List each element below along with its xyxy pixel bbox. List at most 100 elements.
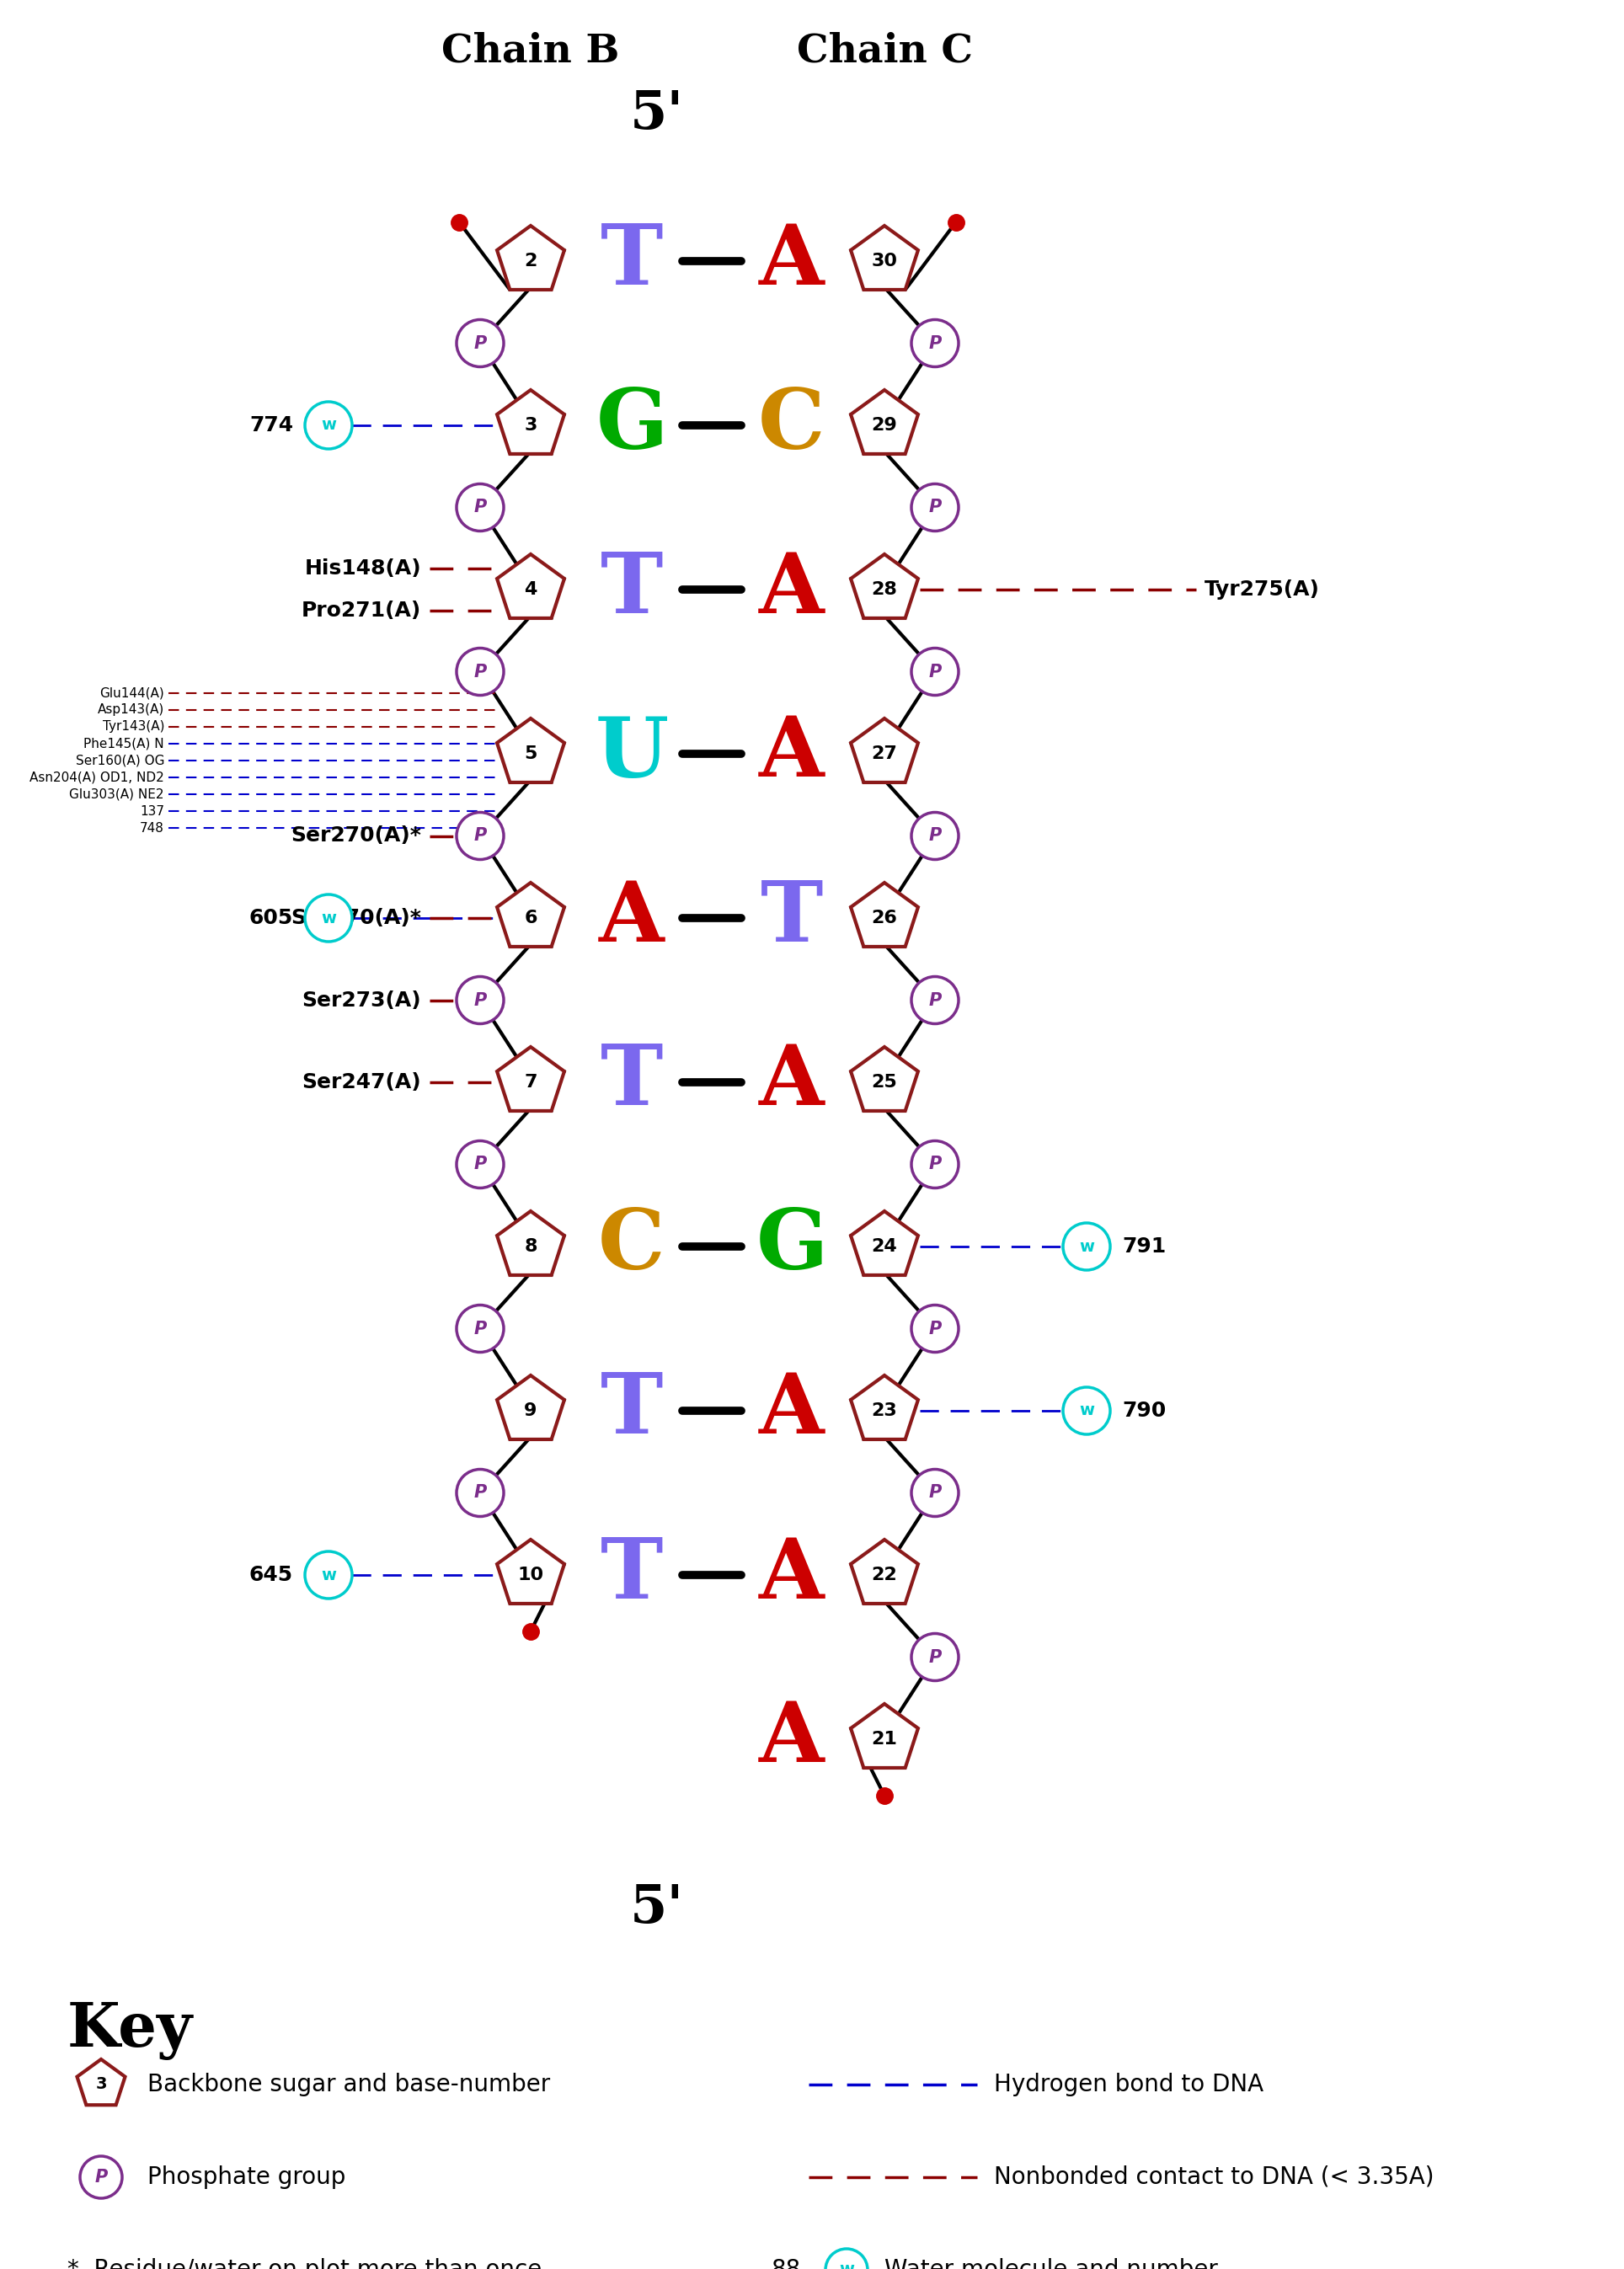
Polygon shape bbox=[497, 1212, 564, 1275]
Text: Chain C: Chain C bbox=[796, 32, 973, 70]
Text: Glu303(A) NE2: Glu303(A) NE2 bbox=[70, 787, 164, 801]
Text: P: P bbox=[929, 828, 942, 844]
Text: P: P bbox=[94, 2169, 107, 2185]
Text: 790: 790 bbox=[1122, 1400, 1166, 1420]
Text: Ser270(A)*: Ser270(A)* bbox=[291, 826, 421, 846]
Polygon shape bbox=[851, 1704, 918, 1768]
Text: Hydrogen bond to DNA: Hydrogen bond to DNA bbox=[994, 2074, 1263, 2097]
Text: 24: 24 bbox=[872, 1239, 898, 1255]
Text: 7: 7 bbox=[525, 1073, 538, 1091]
Text: A: A bbox=[758, 1699, 825, 1781]
Circle shape bbox=[825, 2249, 867, 2269]
Text: 137: 137 bbox=[140, 805, 164, 817]
Polygon shape bbox=[851, 1375, 918, 1439]
Text: 27: 27 bbox=[872, 747, 898, 762]
Circle shape bbox=[1064, 1386, 1111, 1434]
Text: 10: 10 bbox=[518, 1566, 544, 1584]
Circle shape bbox=[305, 402, 352, 449]
Text: P: P bbox=[474, 1484, 487, 1502]
Text: Asp143(A): Asp143(A) bbox=[97, 703, 164, 717]
Text: Nonbonded contact to DNA (< 3.35A): Nonbonded contact to DNA (< 3.35A) bbox=[994, 2165, 1434, 2190]
Text: P: P bbox=[929, 1321, 942, 1336]
Text: C: C bbox=[758, 383, 825, 465]
Circle shape bbox=[456, 812, 503, 860]
Circle shape bbox=[911, 649, 958, 694]
Circle shape bbox=[911, 1305, 958, 1352]
Circle shape bbox=[911, 976, 958, 1023]
Circle shape bbox=[911, 812, 958, 860]
Circle shape bbox=[1064, 1223, 1111, 1271]
Text: Ser160(A) OG: Ser160(A) OG bbox=[75, 753, 164, 767]
Polygon shape bbox=[497, 1375, 564, 1439]
Text: 29: 29 bbox=[872, 417, 898, 433]
Text: P: P bbox=[929, 336, 942, 352]
Text: A: A bbox=[758, 220, 825, 302]
Polygon shape bbox=[497, 554, 564, 617]
Text: 2: 2 bbox=[525, 252, 538, 270]
Text: A: A bbox=[758, 712, 825, 794]
Text: 26: 26 bbox=[872, 910, 898, 926]
Text: *  Residue/water on plot more than once: * Residue/water on plot more than once bbox=[67, 2258, 542, 2269]
Text: w: w bbox=[322, 417, 336, 433]
Text: P: P bbox=[474, 828, 487, 844]
Text: G: G bbox=[596, 383, 667, 465]
Text: Tyr275(A): Tyr275(A) bbox=[1205, 579, 1320, 599]
Text: T: T bbox=[601, 220, 663, 302]
Polygon shape bbox=[851, 225, 918, 290]
Circle shape bbox=[456, 649, 503, 694]
Text: C: C bbox=[598, 1205, 666, 1287]
Text: A: A bbox=[758, 1534, 825, 1616]
Text: P: P bbox=[474, 663, 487, 681]
Polygon shape bbox=[497, 883, 564, 946]
Polygon shape bbox=[851, 883, 918, 946]
Text: 748: 748 bbox=[140, 821, 164, 835]
Text: 25: 25 bbox=[872, 1073, 898, 1091]
Text: P: P bbox=[929, 499, 942, 515]
Circle shape bbox=[456, 320, 503, 368]
Text: 605: 605 bbox=[248, 908, 292, 928]
Text: A: A bbox=[758, 1041, 825, 1123]
Text: 4: 4 bbox=[525, 581, 538, 599]
Text: 22: 22 bbox=[872, 1566, 898, 1584]
Text: 88: 88 bbox=[770, 2258, 801, 2269]
Text: A: A bbox=[758, 1370, 825, 1452]
Text: A: A bbox=[758, 549, 825, 631]
Text: P: P bbox=[474, 1155, 487, 1173]
Text: 9: 9 bbox=[525, 1402, 538, 1418]
Circle shape bbox=[456, 976, 503, 1023]
Polygon shape bbox=[851, 1046, 918, 1112]
Text: P: P bbox=[474, 499, 487, 515]
Text: 5': 5' bbox=[630, 1881, 684, 1933]
Text: G: G bbox=[755, 1205, 828, 1287]
Polygon shape bbox=[497, 719, 564, 783]
Circle shape bbox=[456, 1470, 503, 1516]
Text: 774: 774 bbox=[248, 415, 292, 436]
Text: 645: 645 bbox=[248, 1566, 292, 1586]
Text: 30: 30 bbox=[872, 252, 898, 270]
Text: w: w bbox=[1078, 1402, 1095, 1418]
Polygon shape bbox=[497, 225, 564, 290]
Text: U: U bbox=[594, 712, 669, 794]
Text: P: P bbox=[929, 992, 942, 1010]
Circle shape bbox=[911, 1141, 958, 1189]
Text: 3: 3 bbox=[96, 2076, 107, 2092]
Text: Phe145(A) N: Phe145(A) N bbox=[84, 737, 164, 751]
Polygon shape bbox=[851, 554, 918, 617]
Text: Pro271(A): Pro271(A) bbox=[302, 601, 421, 622]
Text: Key: Key bbox=[67, 2001, 193, 2060]
Circle shape bbox=[456, 1141, 503, 1189]
Text: 8: 8 bbox=[525, 1239, 538, 1255]
Polygon shape bbox=[497, 1541, 564, 1604]
Text: Backbone sugar and base-number: Backbone sugar and base-number bbox=[148, 2074, 551, 2097]
Text: P: P bbox=[929, 1484, 942, 1502]
Circle shape bbox=[911, 1470, 958, 1516]
Text: Phosphate group: Phosphate group bbox=[148, 2165, 346, 2190]
Text: T: T bbox=[601, 549, 663, 631]
Text: P: P bbox=[474, 992, 487, 1010]
Polygon shape bbox=[497, 390, 564, 454]
Circle shape bbox=[305, 894, 352, 942]
Text: Ser273(A): Ser273(A) bbox=[302, 989, 421, 1010]
Text: T: T bbox=[601, 1370, 663, 1452]
Circle shape bbox=[911, 1634, 958, 1681]
Circle shape bbox=[80, 2156, 122, 2199]
